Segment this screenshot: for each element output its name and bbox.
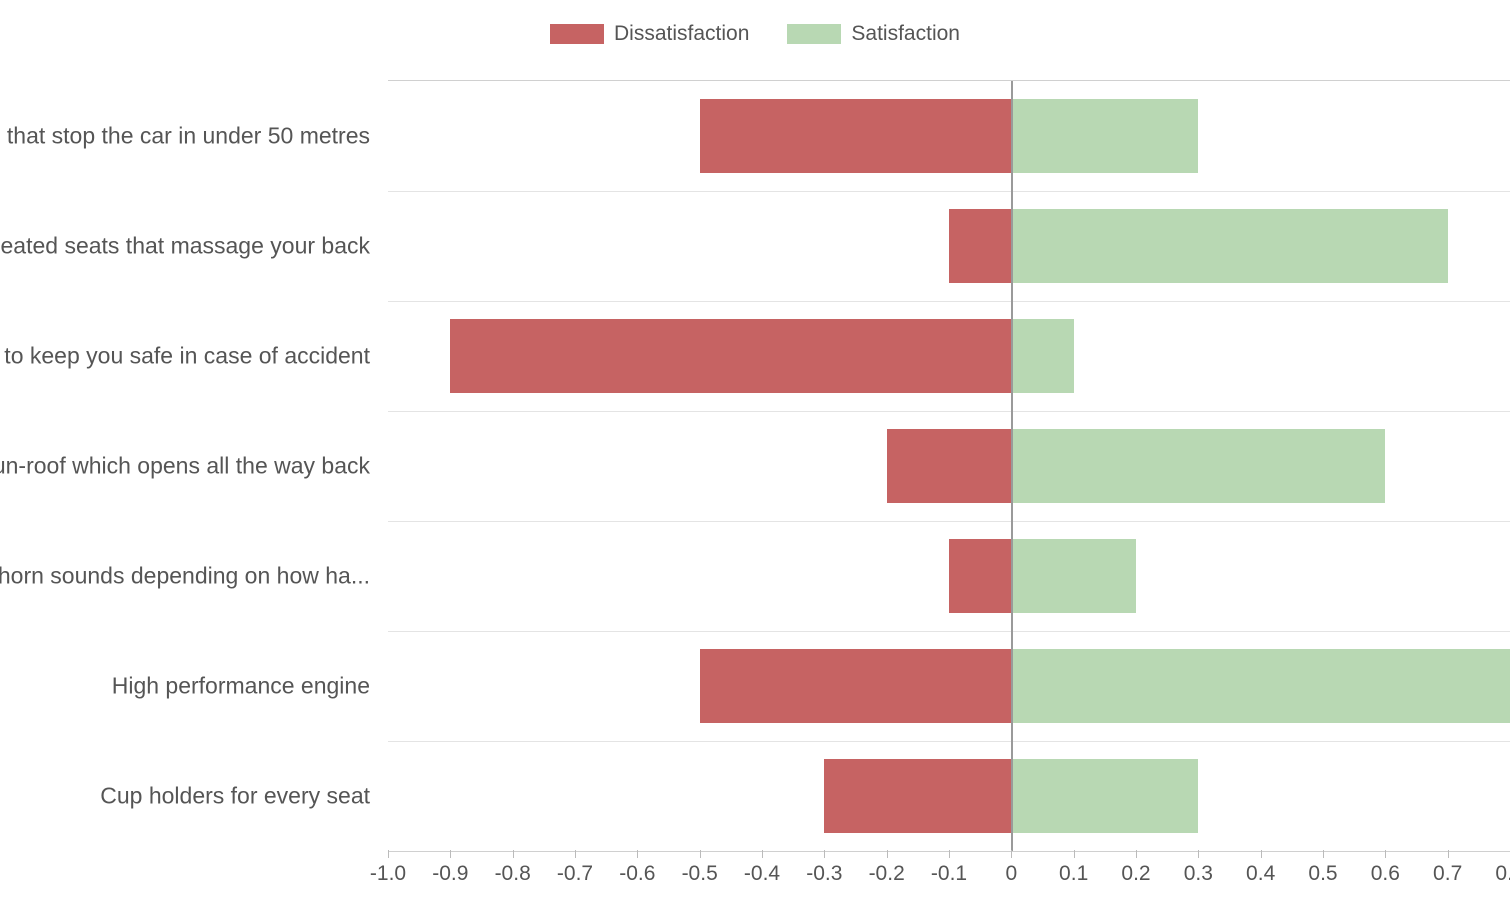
x-tick-label: -0.3 — [806, 862, 842, 886]
y-axis-label: s that stop the car in under 50 metres — [0, 123, 388, 150]
bar-satisfaction[interactable] — [1011, 649, 1510, 723]
legend-item-dissatisfaction[interactable]: Dissatisfaction — [550, 22, 749, 46]
row-divider — [388, 301, 1510, 302]
row-divider — [388, 191, 1510, 192]
x-tick — [1385, 850, 1386, 858]
legend-label-dissatisfaction: Dissatisfaction — [614, 22, 749, 46]
x-tick — [949, 850, 950, 858]
x-tick — [513, 850, 514, 858]
row-divider — [388, 521, 1510, 522]
x-tick-label: 0.7 — [1433, 862, 1462, 886]
bar-dissatisfaction[interactable] — [700, 99, 1012, 173]
x-tick — [1011, 850, 1012, 858]
x-tick — [575, 850, 576, 858]
x-tick — [887, 850, 888, 858]
x-tick-label: 0 — [1005, 862, 1017, 886]
x-tick-label: 0.1 — [1059, 862, 1088, 886]
bar-dissatisfaction[interactable] — [949, 539, 1011, 613]
bar-dissatisfaction[interactable] — [700, 649, 1012, 723]
x-tick — [637, 850, 638, 858]
legend-item-satisfaction[interactable]: Satisfaction — [787, 22, 960, 46]
y-axis-label: horn sounds depending on how ha... — [0, 563, 388, 590]
bar-satisfaction[interactable] — [1011, 319, 1073, 393]
x-tick-label: 0.8 — [1495, 862, 1510, 886]
x-tick — [1261, 850, 1262, 858]
y-axis-label: High performance engine — [112, 673, 388, 700]
x-tick-label: 0.4 — [1246, 862, 1275, 886]
x-tick-label: -0.4 — [744, 862, 780, 886]
plot-area: s that stop the car in under 50 metresHe… — [388, 80, 1510, 852]
x-tick-label: -0.7 — [557, 862, 593, 886]
x-axis: -1.0-0.9-0.8-0.7-0.6-0.5-0.4-0.3-0.2-0.1… — [388, 850, 1510, 890]
x-tick — [824, 850, 825, 858]
y-axis-label: Heated seats that massage your back — [0, 233, 388, 260]
x-tick — [1136, 850, 1137, 858]
legend-swatch-dissatisfaction — [550, 24, 604, 44]
bar-satisfaction[interactable] — [1011, 209, 1447, 283]
bar-dissatisfaction[interactable] — [887, 429, 1012, 503]
x-tick-label: -0.8 — [495, 862, 531, 886]
bar-dissatisfaction[interactable] — [824, 759, 1011, 833]
row-divider — [388, 631, 1510, 632]
row-divider — [388, 741, 1510, 742]
legend-swatch-satisfaction — [787, 24, 841, 44]
y-axis-label: un-roof which opens all the way back — [0, 453, 388, 480]
x-tick-label: 0.5 — [1308, 862, 1337, 886]
x-tick — [1198, 850, 1199, 858]
x-tick — [1448, 850, 1449, 858]
chart-container: Dissatisfaction Satisfaction s that stop… — [0, 0, 1510, 920]
x-tick — [388, 850, 389, 858]
bar-satisfaction[interactable] — [1011, 539, 1136, 613]
y-axis-label: s to keep you safe in case of accident — [0, 343, 388, 370]
x-tick-label: 0.3 — [1184, 862, 1213, 886]
bar-dissatisfaction[interactable] — [949, 209, 1011, 283]
x-tick-label: -0.2 — [869, 862, 905, 886]
legend: Dissatisfaction Satisfaction — [0, 22, 1510, 46]
legend-label-satisfaction: Satisfaction — [851, 22, 960, 46]
y-axis-label: Cup holders for every seat — [100, 783, 388, 810]
row-divider — [388, 411, 1510, 412]
x-tick — [1074, 850, 1075, 858]
zero-line — [1011, 81, 1013, 851]
x-tick-label: -1.0 — [370, 862, 406, 886]
x-tick-label: -0.9 — [432, 862, 468, 886]
x-tick-label: -0.1 — [931, 862, 967, 886]
x-tick-label: 0.6 — [1371, 862, 1400, 886]
bar-satisfaction[interactable] — [1011, 429, 1385, 503]
x-tick — [762, 850, 763, 858]
bar-dissatisfaction[interactable] — [450, 319, 1011, 393]
x-tick-label: 0.2 — [1121, 862, 1150, 886]
x-tick — [450, 850, 451, 858]
bar-satisfaction[interactable] — [1011, 759, 1198, 833]
bar-satisfaction[interactable] — [1011, 99, 1198, 173]
x-tick — [1323, 850, 1324, 858]
x-tick-label: -0.5 — [682, 862, 718, 886]
x-tick-label: -0.6 — [619, 862, 655, 886]
x-tick — [700, 850, 701, 858]
